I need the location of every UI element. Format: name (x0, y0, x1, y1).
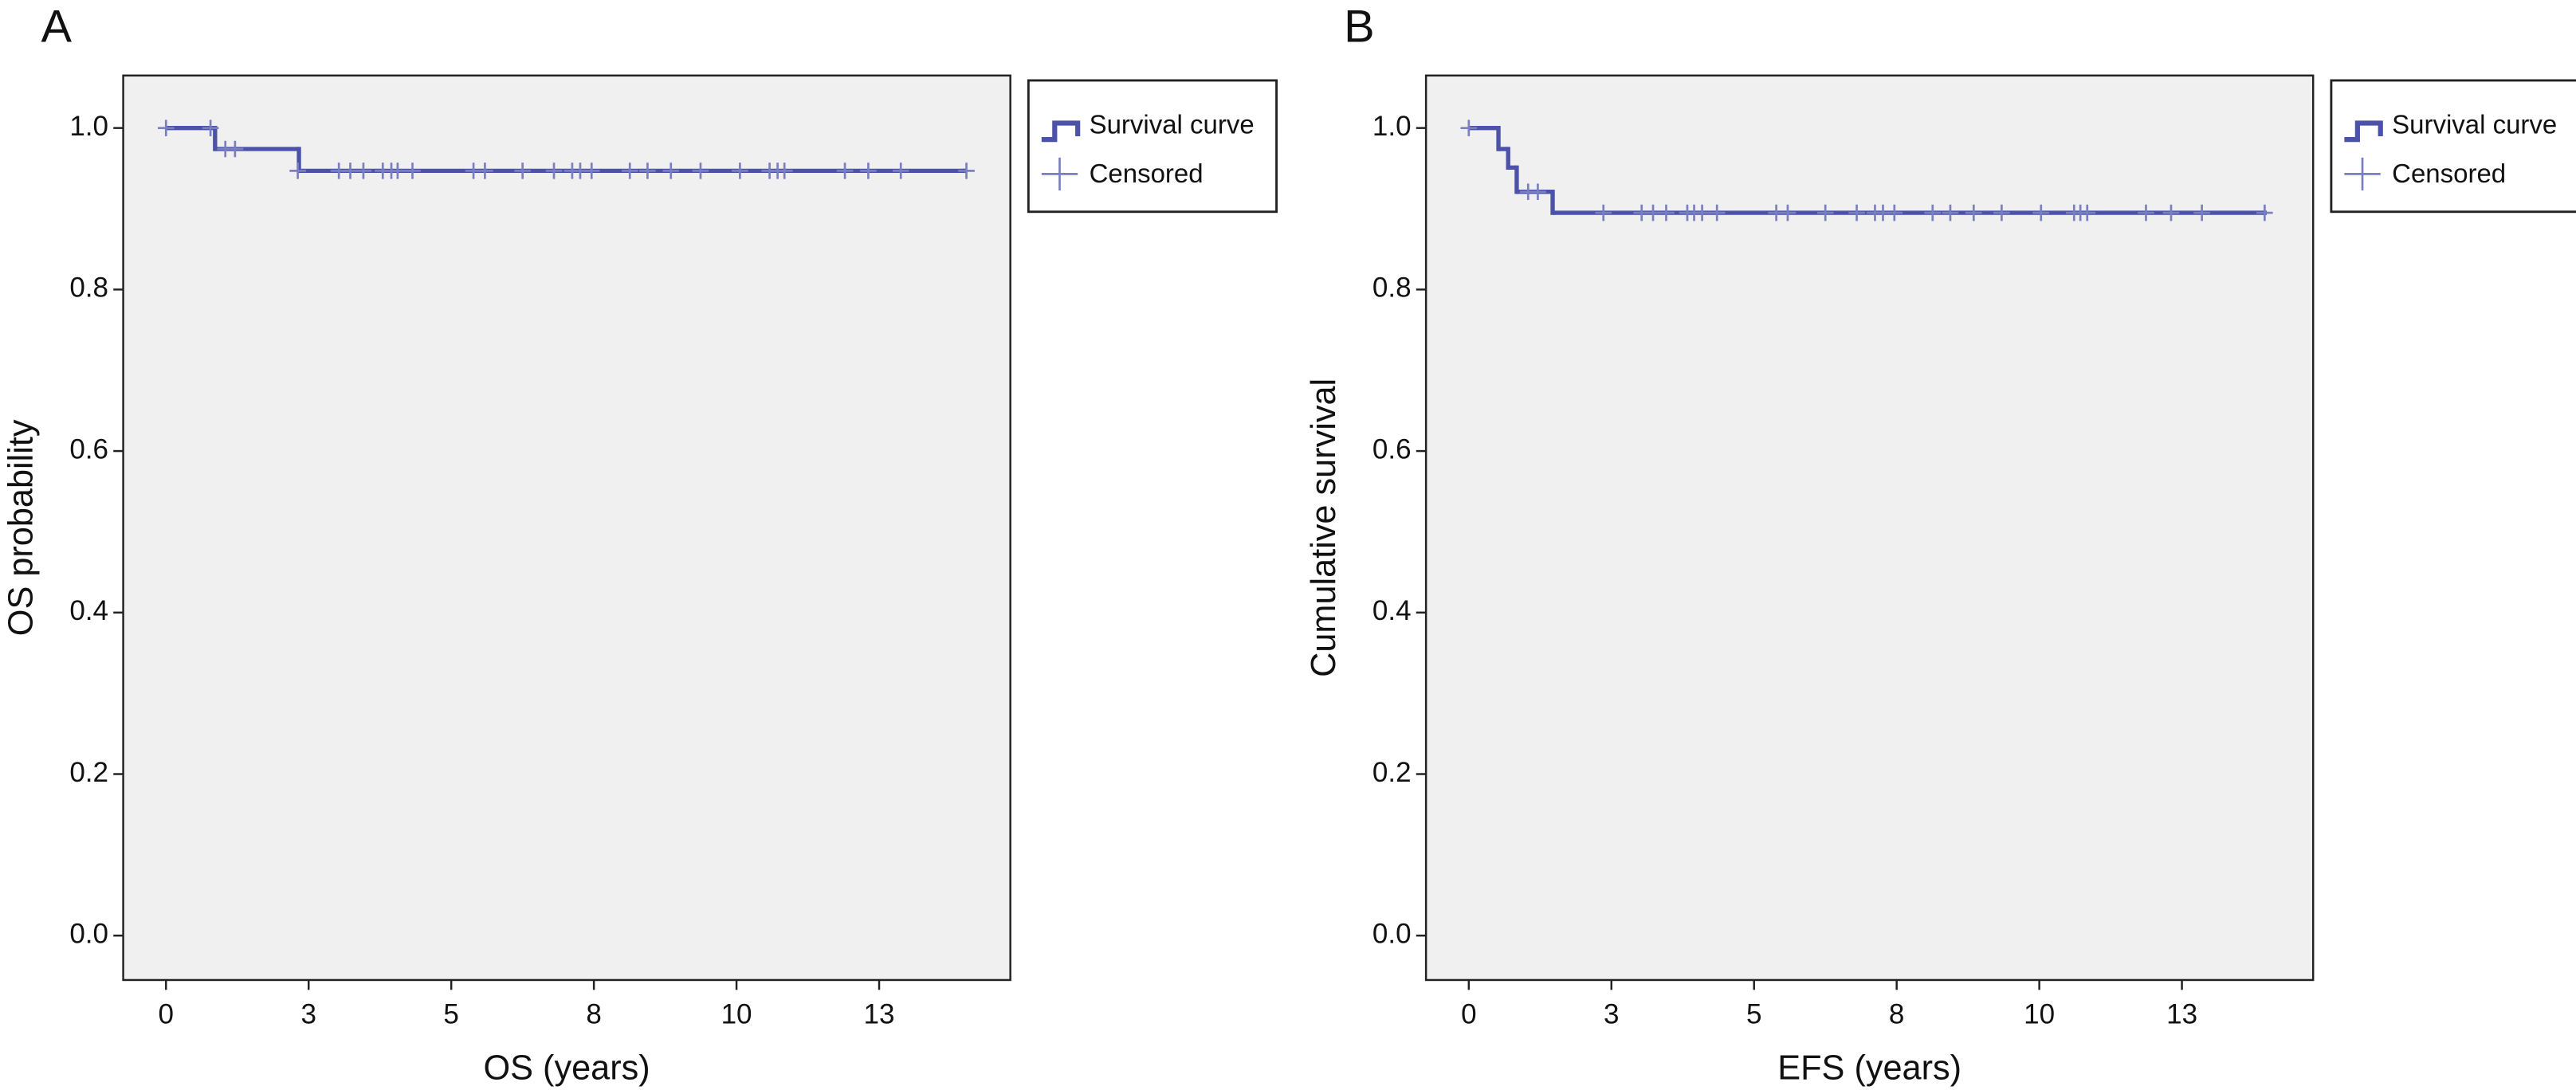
censored-mark (2162, 204, 2180, 222)
y-tick-label: 0.6 (1372, 433, 1412, 465)
censored-mark (2079, 204, 2096, 222)
y-tick-label: 1.0 (1372, 111, 1412, 142)
censored-mark (1816, 204, 1834, 222)
plot-area (1424, 74, 2315, 982)
y-tick-label: 0.2 (1372, 757, 1412, 788)
y-tick-label: 0.0 (69, 918, 108, 949)
x-tick-label: 8 (586, 999, 601, 1030)
y-axis-title: Cumulative survival (1305, 378, 1343, 677)
censored-mark (1530, 183, 1546, 201)
censored-mark (226, 140, 244, 158)
censored-mark (639, 163, 656, 179)
x-tick-label: 5 (1746, 999, 1761, 1030)
y-tick-label: 0.8 (1372, 272, 1412, 304)
panel-label: B (1344, 1, 1374, 52)
panel-label: A (41, 1, 73, 52)
x-tick-label: 3 (1604, 999, 1619, 1030)
x-axis-title: OS (years) (484, 1049, 650, 1088)
censored-mark (202, 120, 219, 136)
censored-mark (776, 163, 793, 179)
censored-mark (958, 163, 975, 179)
x-tick-label: 3 (300, 999, 316, 1030)
censored-mark (2193, 204, 2210, 222)
censored-mark (732, 163, 748, 179)
censored-mark (860, 163, 877, 179)
censored-mark (662, 163, 680, 179)
censored-mark (1708, 204, 1726, 222)
legend-box (1027, 79, 1278, 214)
censored-mark (1779, 204, 1797, 222)
chart-panel: B 0.0 0.2 0.4 0.6 0.8 1.0 0 3 5 8 10 13 EFS (years) Cu… (1305, 1, 2576, 1088)
censored-mark (477, 163, 493, 179)
y-tick-label: 0.2 (69, 757, 108, 788)
legend-box (2330, 79, 2576, 214)
censored-mark (1658, 204, 1675, 222)
censored-mark (2138, 204, 2154, 222)
censored-mark (389, 163, 406, 179)
censored-mark (1993, 204, 2010, 222)
y-tick-label: 1.0 (69, 111, 108, 142)
y-tick-label: 0.6 (69, 433, 108, 465)
censored-mark (355, 163, 372, 179)
censored-mark (404, 163, 421, 179)
legend-symbol (2344, 120, 2383, 143)
x-axis-title: EFS (years) (1777, 1049, 1961, 1088)
censored-mark (892, 163, 909, 179)
legend-symbol (2344, 157, 2381, 190)
x-tick-label: 0 (159, 999, 174, 1030)
censored-mark (157, 120, 175, 136)
censored-mark (514, 163, 531, 179)
censored-mark (1886, 204, 1903, 222)
censored-mark (621, 163, 638, 179)
censored-mark (1694, 204, 1710, 222)
censored-mark (1942, 204, 1959, 222)
censored-mark (289, 163, 306, 179)
legend-symbol (1041, 157, 1078, 190)
censored-mark (1924, 204, 1942, 222)
censored-mark (2256, 204, 2273, 222)
x-tick-label: 13 (864, 999, 895, 1030)
legend-label: Censored (1090, 159, 1204, 188)
censored-mark (1460, 120, 1478, 136)
x-tick-label: 13 (2166, 999, 2197, 1030)
y-tick-label: 0.4 (1372, 595, 1412, 626)
censored-mark (1595, 204, 1612, 222)
legend-label: Survival curve (1090, 109, 1255, 139)
censored-mark (836, 163, 854, 179)
plot-area (122, 74, 1011, 982)
legend-symbol (1041, 120, 1081, 143)
x-tick-label: 8 (1889, 999, 1904, 1030)
chart-panel: A 0.0 0.2 0.4 0.6 0.8 1.0 0 3 5 8 10 13 OS (years) OS … (2, 1, 1278, 1088)
x-tick-label: 10 (2024, 999, 2055, 1030)
x-tick-label: 0 (1461, 999, 1476, 1030)
censored-mark (1848, 204, 1865, 222)
y-axis-title: OS probability (2, 419, 40, 636)
y-tick-label: 0.8 (69, 272, 108, 304)
x-tick-label: 5 (443, 999, 458, 1030)
y-tick-label: 0.0 (1372, 918, 1412, 949)
x-tick-label: 10 (721, 999, 752, 1030)
censored-mark (2032, 204, 2050, 222)
legend-label: Survival curve (2392, 109, 2557, 139)
y-tick-label: 0.4 (69, 595, 108, 626)
censored-mark (1965, 204, 1982, 222)
censored-mark (692, 163, 709, 179)
censored-mark (545, 163, 563, 179)
legend-label: Censored (2392, 159, 2506, 188)
censored-mark (583, 163, 600, 179)
